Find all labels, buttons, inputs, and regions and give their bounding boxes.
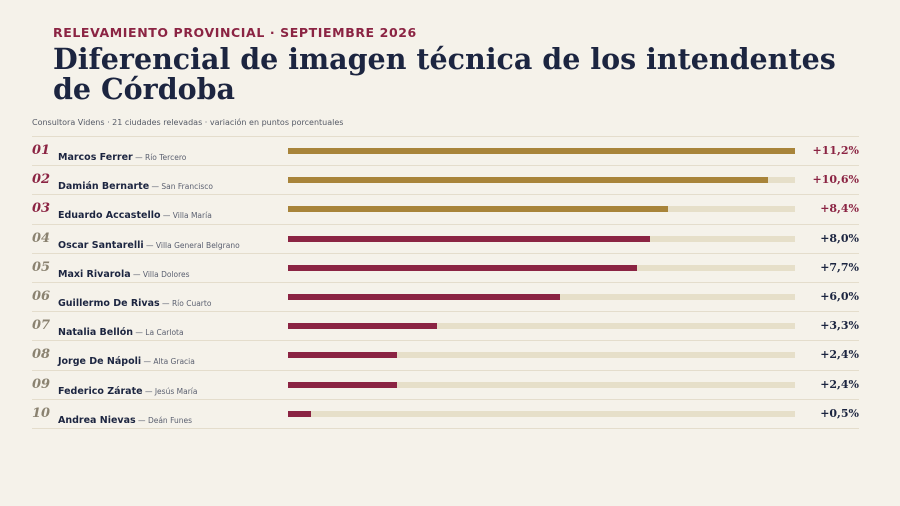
- mayor-name: Jorge De Nápoli: [58, 356, 142, 368]
- bar: [288, 148, 795, 154]
- list-item: 09 Federico Zárate — Jesús María +2,4%: [32, 370, 859, 399]
- data-label: +10,6%: [812, 173, 859, 187]
- data-label: +3,3%: [820, 319, 859, 333]
- bar: [288, 235, 651, 242]
- bar: [288, 381, 397, 388]
- city-name: — Villa Dolores: [130, 269, 190, 279]
- row-divider: [32, 340, 859, 342]
- bar: [288, 177, 768, 184]
- bar-track: [288, 206, 795, 213]
- bar-track: [288, 352, 795, 359]
- list-item: 06 Guillermo De Rivas — Río Cuarto +6,0%: [32, 282, 859, 311]
- mayor-label: Eduardo Accastello — Villa María: [58, 203, 212, 222]
- mayor-name: Oscar Santarelli: [58, 239, 144, 251]
- data-label: +2,4%: [820, 348, 859, 362]
- mayor-name: Guillermo De Rivas: [58, 298, 160, 309]
- mayor-label: Oscar Santarelli — Villa General Belgran…: [58, 233, 240, 252]
- bar-track: [288, 177, 795, 184]
- row-divider: [32, 398, 859, 400]
- city-name: — La Carlota: [133, 328, 184, 338]
- list-item: 07 Natalia Bellón — La Carlota +3,3%: [32, 311, 859, 340]
- bar: [288, 352, 397, 359]
- rank-number: 07: [32, 318, 51, 334]
- kicker: RELEVAMIENTO PROVINCIAL · SEPTIEMBRE 202…: [53, 25, 417, 40]
- mayor-name: Eduardo Accastello: [58, 210, 161, 222]
- rank-number: 06: [32, 289, 51, 304]
- rank-number: 03: [32, 201, 51, 217]
- city-name: — San Francisco: [149, 182, 213, 192]
- data-label: +2,4%: [820, 377, 859, 391]
- city-name: — Río Tercero: [132, 153, 187, 162]
- rank-number: 10: [32, 405, 51, 421]
- mayor-name: Damián Bernarte: [58, 181, 150, 193]
- mayor-label: Andrea Nievas — Deán Funes: [58, 408, 192, 427]
- list-item: 05 Maxi Rivarola — Villa Dolores +7,7%: [32, 253, 859, 282]
- mayor-name: Federico Zárate: [58, 385, 143, 397]
- mayor-label: Federico Zárate — Jesús María: [58, 379, 197, 398]
- city-name: — Jesús María: [142, 386, 198, 396]
- row-divider: [32, 223, 859, 225]
- subtitle: Consultora Videns · 21 ciudades relevada…: [32, 118, 344, 127]
- mayor-label: Jorge De Nápoli — Alta Gracia: [58, 349, 195, 368]
- page-title: Diferencial de imagen técnica de los int…: [53, 42, 836, 106]
- mayor-label: Maxi Rivarola — Villa Dolores: [58, 262, 190, 281]
- row-divider: [32, 428, 859, 429]
- bar: [288, 206, 669, 213]
- bar: [288, 264, 637, 271]
- bar-track: [288, 294, 795, 300]
- bar-track: [288, 148, 795, 154]
- rank-number: 01: [32, 143, 51, 158]
- city-name: — Villa General Belgrano: [143, 240, 240, 250]
- rank-number: 08: [32, 347, 51, 363]
- row-divider: [32, 282, 859, 283]
- city-name: — Villa María: [160, 211, 212, 221]
- mayor-label: Marcos Ferrer — Río Tercero: [58, 145, 186, 164]
- bar-track: [288, 381, 795, 388]
- data-label: +6,0%: [820, 290, 859, 303]
- mayor-label: Guillermo De Rivas — Río Cuarto: [58, 291, 211, 310]
- list-item: 02 Damián Bernarte — San Francisco +10,6%: [32, 165, 859, 194]
- bar-track: [288, 264, 795, 271]
- row-divider: [32, 369, 859, 371]
- list-item: 04 Oscar Santarelli — Villa General Belgr…: [32, 224, 859, 253]
- bar: [288, 323, 438, 330]
- data-label: +7,7%: [820, 260, 859, 274]
- row-divider: [32, 136, 859, 137]
- rank-number: 05: [32, 259, 51, 275]
- bar: [288, 294, 560, 300]
- mayor-label: Damián Bernarte — San Francisco: [58, 174, 213, 193]
- bar-track: [288, 323, 795, 330]
- row-divider: [32, 165, 859, 167]
- data-label: +8,0%: [820, 231, 859, 245]
- mayor-name: Maxi Rivarola: [58, 268, 131, 280]
- data-label: +11,2%: [812, 144, 859, 157]
- rank-number: 02: [32, 172, 51, 188]
- mayor-name: Marcos Ferrer: [58, 152, 133, 163]
- bar-track: [288, 235, 795, 242]
- data-label: +0,5%: [820, 406, 859, 420]
- bar-track: [288, 410, 795, 417]
- mayor-label: Natalia Bellón — La Carlota: [58, 320, 184, 339]
- bar: [288, 410, 311, 417]
- rank-number: 04: [32, 230, 51, 246]
- list-item: 01 Marcos Ferrer — Río Tercero +11,2%: [32, 136, 859, 165]
- list-item: 08 Jorge De Nápoli — Alta Gracia +2,4%: [32, 340, 859, 369]
- city-name: — Deán Funes: [135, 415, 192, 425]
- list-item: 10 Andrea Nievas — Deán Funes +0,5%: [32, 399, 859, 428]
- mayor-name: Natalia Bellón: [58, 327, 134, 339]
- list-item: 03 Eduardo Accastello — Villa María +8,4%: [32, 194, 859, 223]
- data-label: +8,4%: [820, 202, 859, 216]
- row-divider: [32, 194, 859, 196]
- city-name: — Alta Gracia: [141, 357, 195, 367]
- row-divider: [32, 311, 859, 313]
- mayor-name: Andrea Nievas: [58, 414, 136, 426]
- city-name: — Río Cuarto: [159, 299, 212, 308]
- rank-number: 09: [32, 376, 51, 392]
- row-divider: [32, 252, 859, 254]
